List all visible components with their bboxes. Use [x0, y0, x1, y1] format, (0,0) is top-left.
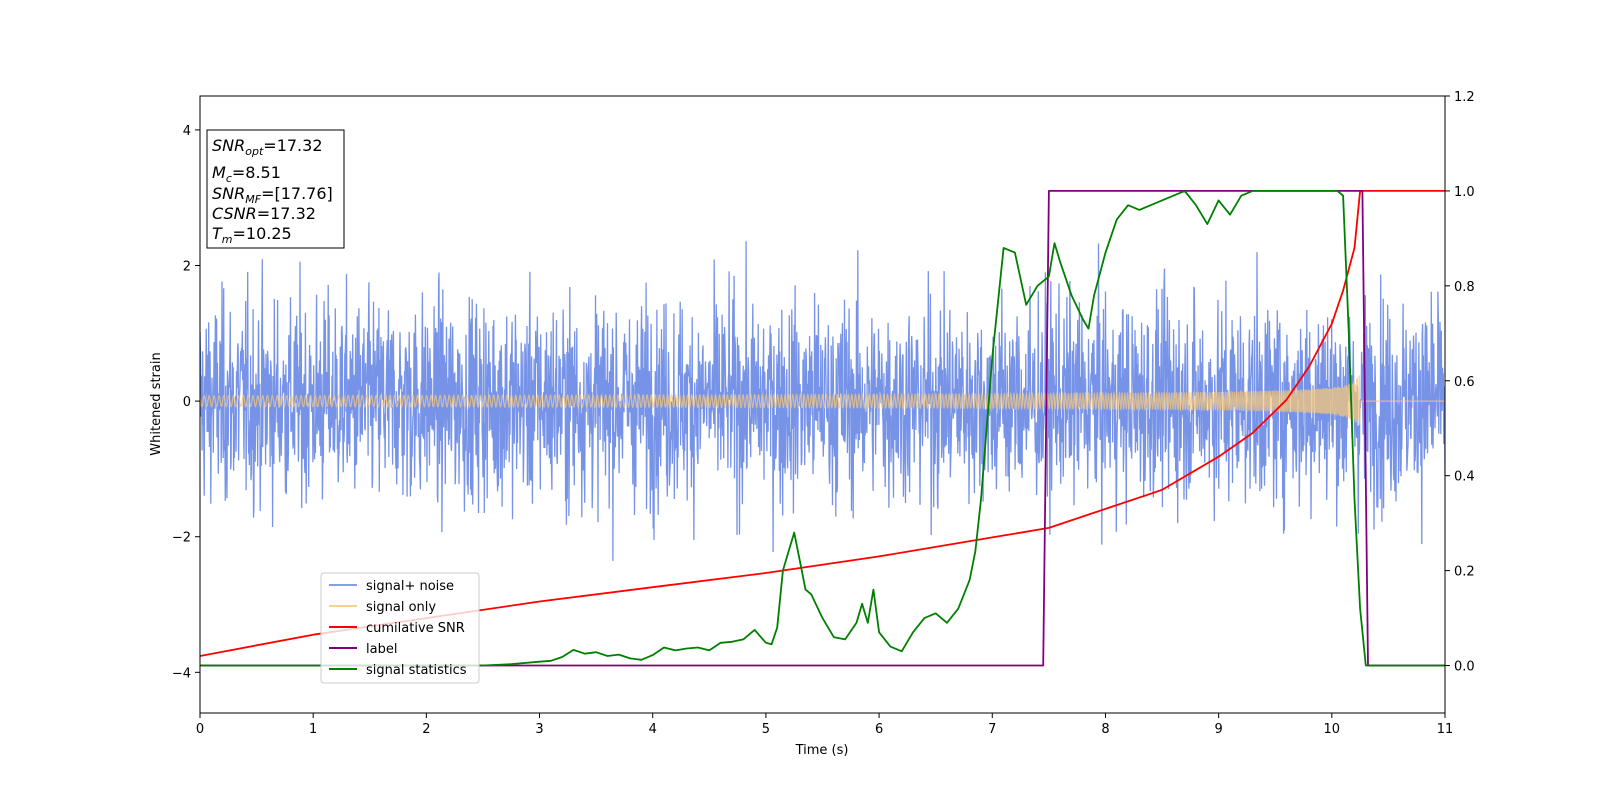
info-snr-mf: SNRMF=[17.76] [212, 184, 333, 206]
legend-entry: signal+ noise [366, 579, 454, 594]
x-tick-label: 1 [309, 722, 317, 737]
y-right-tick-label: 0.0 [1454, 660, 1475, 675]
y-right-tick-label: 0.6 [1454, 375, 1475, 390]
x-tick-label: 0 [196, 722, 204, 737]
x-tick-label: 2 [422, 722, 430, 737]
series-signal-only [200, 375, 1445, 426]
legend-entry: signal only [366, 600, 436, 615]
series-cumulative-snr [200, 190, 1445, 657]
x-tick-label: 3 [535, 722, 543, 737]
y-right-tick-label: 0.8 [1454, 280, 1475, 295]
info-mc: Mc=8.51 [212, 163, 281, 185]
legend: signal+ noise signal only cumilative SNR la… [320, 572, 480, 684]
x-axis-label: Time (s) [795, 743, 849, 758]
x-tick-label: 6 [875, 722, 883, 737]
x-tick-label: 11 [1437, 722, 1454, 737]
y-tick-label: −4 [172, 666, 191, 681]
legend-entry: label [366, 642, 397, 657]
series-signal-noise [200, 241, 1445, 561]
y-axis-label: Whitened strain [149, 352, 164, 455]
info-box-frame [206, 129, 345, 249]
info-tm: Tm=10.25 [212, 224, 292, 246]
y-tick-label: 2 [183, 260, 191, 275]
x-tick-label: 7 [988, 722, 996, 737]
y-right-tick-label: 0.4 [1454, 470, 1475, 485]
info-box: SNRopt=17.32 Mc=8.51 SNRMF=[17.76] CSNR=… [206, 129, 345, 249]
info-snr-opt: SNRopt=17.32 [212, 136, 323, 158]
y-axis-left: −4 −2 0 2 4 [172, 124, 200, 681]
x-tick-label: 5 [762, 722, 770, 737]
y-tick-label: 4 [183, 124, 191, 139]
legend-entry: cumilative SNR [366, 621, 465, 636]
y-tick-label: 0 [183, 395, 191, 410]
x-tick-label: 9 [1214, 722, 1222, 737]
x-tick-label: 4 [649, 722, 657, 737]
x-tick-label: 8 [1101, 722, 1109, 737]
y-tick-label: −2 [172, 531, 191, 546]
plot-frame [199, 95, 1446, 714]
y-right-tick-label: 0.2 [1454, 565, 1475, 580]
y-axis-right: 0.0 0.2 0.4 0.6 0.8 1.0 1.2 [1445, 90, 1475, 675]
y-right-tick-label: 1.2 [1454, 90, 1475, 105]
info-csnr: CSNR=17.32 [212, 204, 316, 223]
x-tick-label: 10 [1324, 722, 1341, 737]
series-layer [200, 190, 1445, 667]
y-right-tick-label: 1.0 [1454, 185, 1475, 200]
x-axis: 0 1 2 3 4 5 6 7 8 9 10 11 [196, 713, 1453, 737]
legend-entry: signal statistics [366, 663, 467, 678]
series-signal-statistics [200, 190, 1445, 667]
legend-frame [320, 572, 480, 684]
